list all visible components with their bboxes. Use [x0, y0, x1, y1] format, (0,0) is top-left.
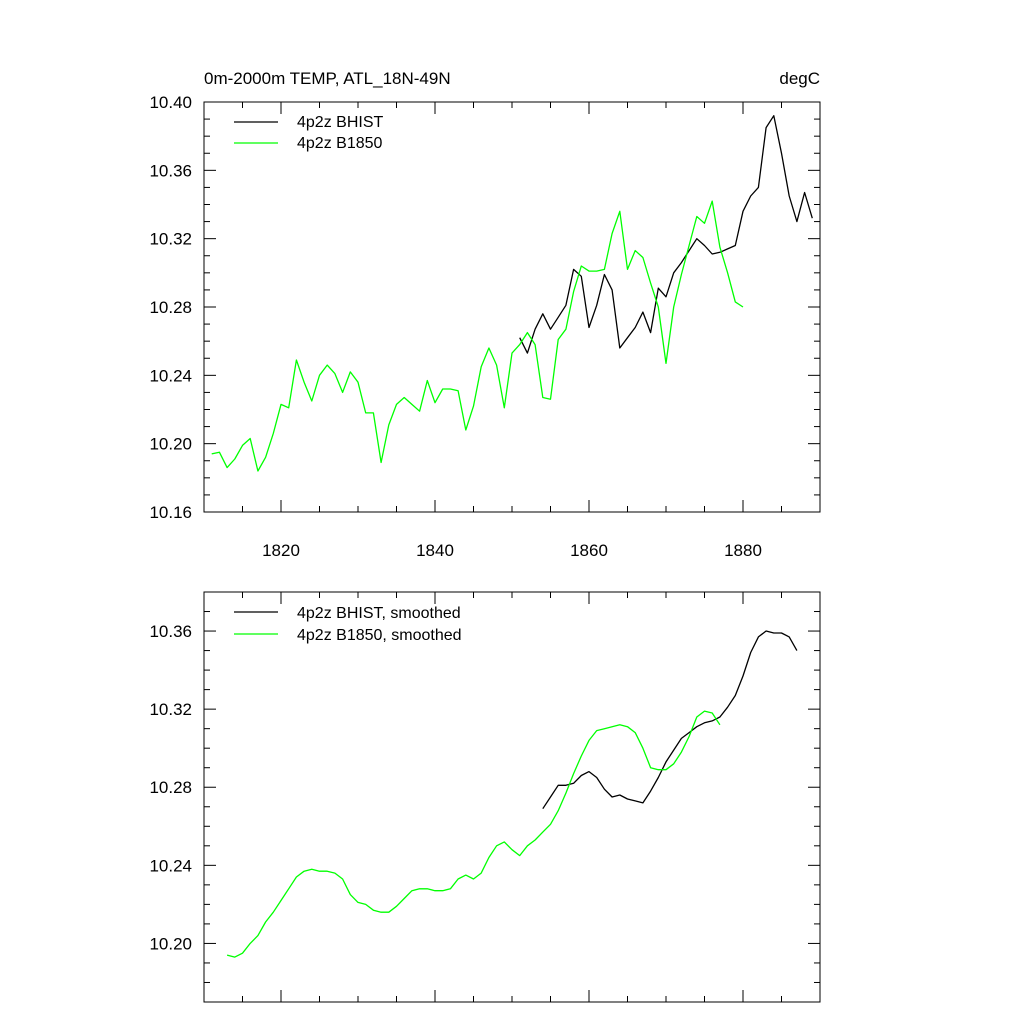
top-y-tick-label: 10.28: [149, 298, 192, 317]
bottom-legend: 4p2z BHIST, smoothed 4p2z B1850, smoothe…: [234, 605, 462, 644]
top-title: 0m-2000m TEMP, ATL_18N-49N: [204, 69, 451, 88]
bottom-legend-label-b1850: 4p2z B1850, smoothed: [297, 627, 462, 644]
top-plot-frame: [203, 101, 821, 513]
top-series-line-b1850: [211, 200, 744, 472]
top-y-tick-label: 10.20: [149, 435, 192, 454]
top-panel: 0m-2000m TEMP, ATL_18N-49N degC 10.1610.…: [149, 69, 821, 560]
top-y-tick-label: 10.40: [149, 93, 192, 112]
bottom-y-tick-label: 10.28: [149, 778, 192, 797]
top-legend-label-b1850: 4p2z B1850: [297, 135, 383, 152]
top-x-tick-label: 1840: [416, 541, 454, 560]
top-series-line-bhist: [519, 115, 813, 354]
bottom-y-tick-label: 10.24: [149, 856, 192, 875]
bottom-y-tick-label: 10.36: [149, 622, 192, 641]
top-axis-ticks: 10.16 10.20 10.24 10.28 10.32 10.36 10.40 1820 1…: [149, 93, 820, 560]
bottom-y-tick-label: 10.20: [149, 934, 192, 953]
bottom-plot-frame: [203, 591, 821, 1003]
top-series-lines: [211, 115, 813, 472]
top-y-tick-label: 10.36: [149, 161, 192, 180]
top-legend-label-bhist: 4p2z BHIST: [297, 114, 383, 131]
top-y-tick-label: 10.32: [149, 230, 192, 249]
bottom-legend-label-bhist: 4p2z BHIST, smoothed: [297, 605, 461, 622]
bottom-panel: 10.20 10.24 10.28 10.32 10.36 4p2z BHIST, sm…: [149, 591, 821, 1003]
top-x-tick-label: 1820: [262, 541, 300, 560]
top-legend: 4p2z BHIST 4p2z B1850: [234, 114, 383, 152]
units-label: degC: [779, 69, 820, 88]
bottom-series-line-b1850: [226, 710, 721, 958]
bottom-series-lines: [226, 630, 798, 958]
top-y-tick-label: 10.24: [149, 366, 192, 385]
bottom-y-tick-label: 10.32: [149, 700, 192, 719]
top-y-tick-label: 10.16: [149, 503, 192, 522]
top-x-tick-label: 1860: [570, 541, 608, 560]
bottom-axis-ticks: 10.20 10.24 10.28 10.32 10.36: [149, 591, 820, 1003]
bottom-series-line-bhist: [542, 630, 798, 810]
top-x-tick-label: 1880: [724, 541, 762, 560]
